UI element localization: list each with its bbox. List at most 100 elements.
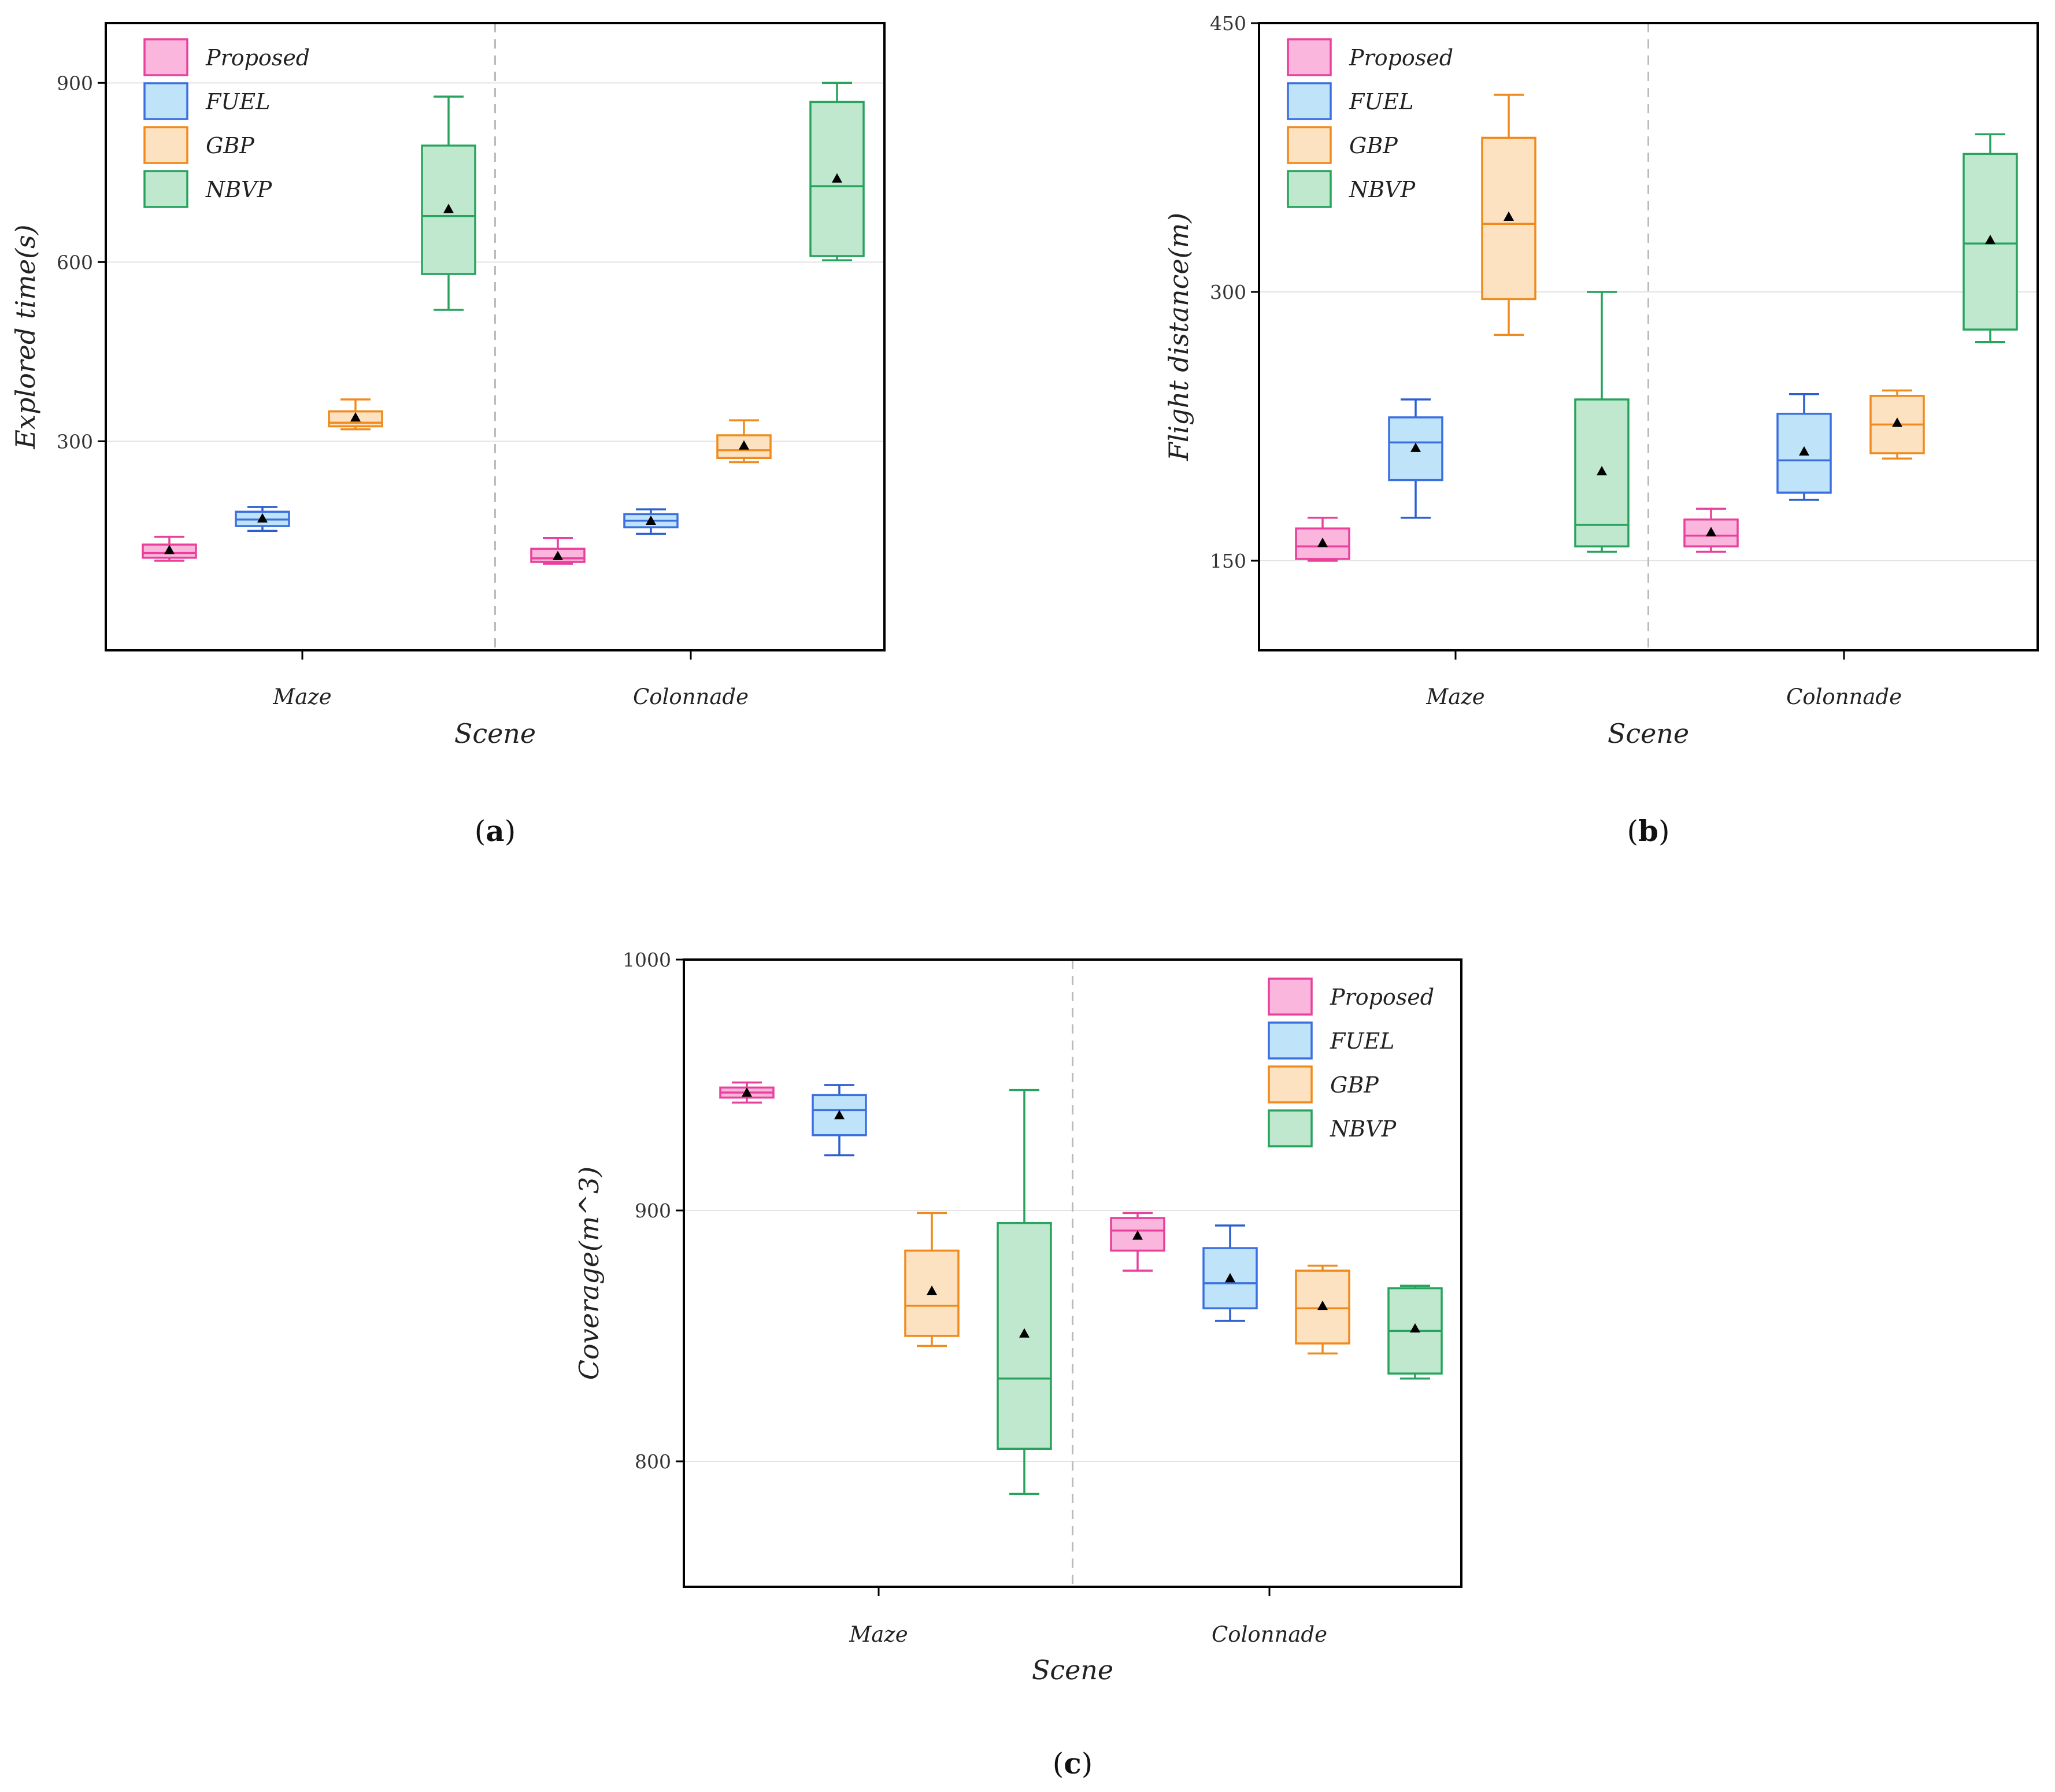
- mean-marker: [1892, 417, 1902, 427]
- panel-label-letter: b: [1638, 814, 1658, 848]
- panel-label-letter: c: [1064, 1746, 1081, 1780]
- x-tick-label-maze: Maze: [1425, 684, 1484, 709]
- legend-label-gbp: GBP: [1330, 1072, 1379, 1098]
- mean-marker: [834, 1110, 845, 1120]
- mean-marker: [1597, 466, 1607, 476]
- box-proposed-maze: [719, 1081, 775, 1104]
- box-iqr: [421, 145, 476, 275]
- mean-marker: [1799, 446, 1809, 456]
- legend: Proposed FUEL GBP NBVP: [1287, 38, 1453, 208]
- x-tick-label-colonnade: Colonnade: [633, 684, 749, 709]
- mean-marker: [742, 1087, 752, 1097]
- box-fuel-colonnade: [1202, 1224, 1258, 1322]
- mean-marker: [1504, 211, 1514, 221]
- mean-marker: [164, 545, 175, 554]
- panel-label: (a): [475, 814, 516, 848]
- panel-label: (b): [1627, 814, 1670, 848]
- legend-swatch-gbp: [1268, 1065, 1313, 1104]
- box-fuel-maze: [1388, 398, 1443, 519]
- box-fuel-colonnade: [623, 508, 679, 535]
- mean-marker: [443, 203, 454, 213]
- box-gbp-maze: [328, 398, 383, 431]
- panel-label-open: (: [1627, 814, 1639, 848]
- plot-frame: [683, 958, 1462, 1588]
- box-fuel-maze: [235, 506, 290, 532]
- panel-label-close: ): [505, 814, 516, 848]
- plot-frame: [1258, 22, 2039, 651]
- legend-swatch-fuel: [1268, 1021, 1313, 1060]
- legend-label-nbvp: NBVP: [1330, 1116, 1397, 1142]
- box-proposed-colonnade: [530, 536, 586, 565]
- x-axis-title: Scene: [454, 718, 536, 749]
- y-tick-label: 1000: [623, 949, 671, 971]
- x-tick-label-colonnade: Colonnade: [1212, 1622, 1327, 1647]
- box-gbp-maze: [904, 1212, 960, 1347]
- y-axis-title: Coverage(m^3): [573, 1167, 605, 1380]
- box-iqr: [1202, 1247, 1258, 1310]
- mean-marker: [1132, 1230, 1143, 1240]
- panel-label-open: (: [475, 814, 486, 848]
- y-tick-label: 150: [1210, 550, 1246, 572]
- box-iqr: [1481, 136, 1536, 301]
- y-tick-label: 900: [57, 72, 93, 94]
- mean-marker: [1225, 1273, 1235, 1283]
- mean-marker: [553, 550, 563, 560]
- mean-marker: [646, 515, 656, 525]
- mean-marker: [1317, 538, 1328, 547]
- legend-swatch-nbvp: [143, 170, 188, 208]
- panel-label-close: ): [1658, 814, 1670, 848]
- legend-label-gbp: GBP: [206, 133, 255, 158]
- legend-label-proposed: Proposed: [1330, 984, 1434, 1010]
- chart-panel-b: 150 300 450 Maze Colonnade Scene Flight distan…: [1163, 12, 2039, 848]
- legend-label-nbvp: NBVP: [1349, 177, 1416, 202]
- legend-swatch-nbvp: [1287, 170, 1332, 208]
- y-axis-title: Flight distance(m): [1163, 213, 1194, 461]
- y-tick-label: 900: [635, 1199, 671, 1222]
- legend-swatch-proposed: [1287, 38, 1332, 76]
- box-nbvp-maze: [421, 95, 476, 311]
- box-proposed-maze: [1295, 516, 1350, 562]
- legend-label-proposed: Proposed: [1349, 45, 1453, 71]
- mean-marker: [832, 173, 842, 183]
- x-tick-label-maze: Maze: [849, 1622, 908, 1647]
- box-fuel-maze: [812, 1084, 867, 1157]
- box-proposed-maze: [142, 535, 197, 562]
- legend-label-fuel: FUEL: [1349, 89, 1413, 114]
- legend-label-fuel: FUEL: [1330, 1028, 1394, 1054]
- x-tick-label-maze: Maze: [272, 684, 331, 709]
- mean-marker: [927, 1285, 937, 1295]
- box-proposed-colonnade: [1110, 1212, 1165, 1272]
- mean-marker: [1019, 1328, 1030, 1338]
- legend: Proposed FUEL GBP NBVP: [143, 38, 310, 208]
- legend-swatch-proposed: [1268, 978, 1313, 1016]
- y-tick-label: 300: [1210, 281, 1246, 303]
- mean-marker: [350, 412, 361, 422]
- legend-swatch-gbp: [143, 126, 188, 164]
- legend: Proposed FUEL GBP NBVP: [1268, 978, 1434, 1147]
- legend-label-proposed: Proposed: [205, 45, 310, 71]
- panel-label-letter: a: [486, 814, 504, 848]
- legend-swatch-gbp: [1287, 126, 1332, 164]
- box-nbvp-colonnade: [1963, 133, 2018, 343]
- legend-swatch-nbvp: [1268, 1109, 1313, 1147]
- y-tick-label: 800: [635, 1450, 671, 1473]
- x-tick-label-colonnade: Colonnade: [1786, 684, 1902, 709]
- box-nbvp-maze: [1574, 291, 1630, 553]
- y-tick-label: 450: [1210, 12, 1246, 35]
- box-gbp-colonnade: [1295, 1264, 1350, 1355]
- legend-label-gbp: GBP: [1349, 133, 1398, 158]
- box-iqr: [1110, 1217, 1165, 1252]
- mean-marker: [1317, 1300, 1328, 1310]
- y-tick-label: 600: [57, 251, 93, 273]
- panel-label: (c): [1053, 1746, 1093, 1780]
- mean-marker: [257, 513, 268, 523]
- panel-label-close: ): [1082, 1747, 1093, 1780]
- legend-swatch-fuel: [1287, 82, 1332, 120]
- mean-marker: [739, 440, 749, 450]
- box-gbp-colonnade: [716, 419, 772, 464]
- chart-panel-c: 800 900 1000 Maze Colonnade Scene Coverage(m^3…: [573, 949, 1462, 1780]
- legend-swatch-fuel: [143, 82, 188, 120]
- panel-label-open: (: [1053, 1747, 1064, 1780]
- box-nbvp-colonnade: [1387, 1284, 1443, 1380]
